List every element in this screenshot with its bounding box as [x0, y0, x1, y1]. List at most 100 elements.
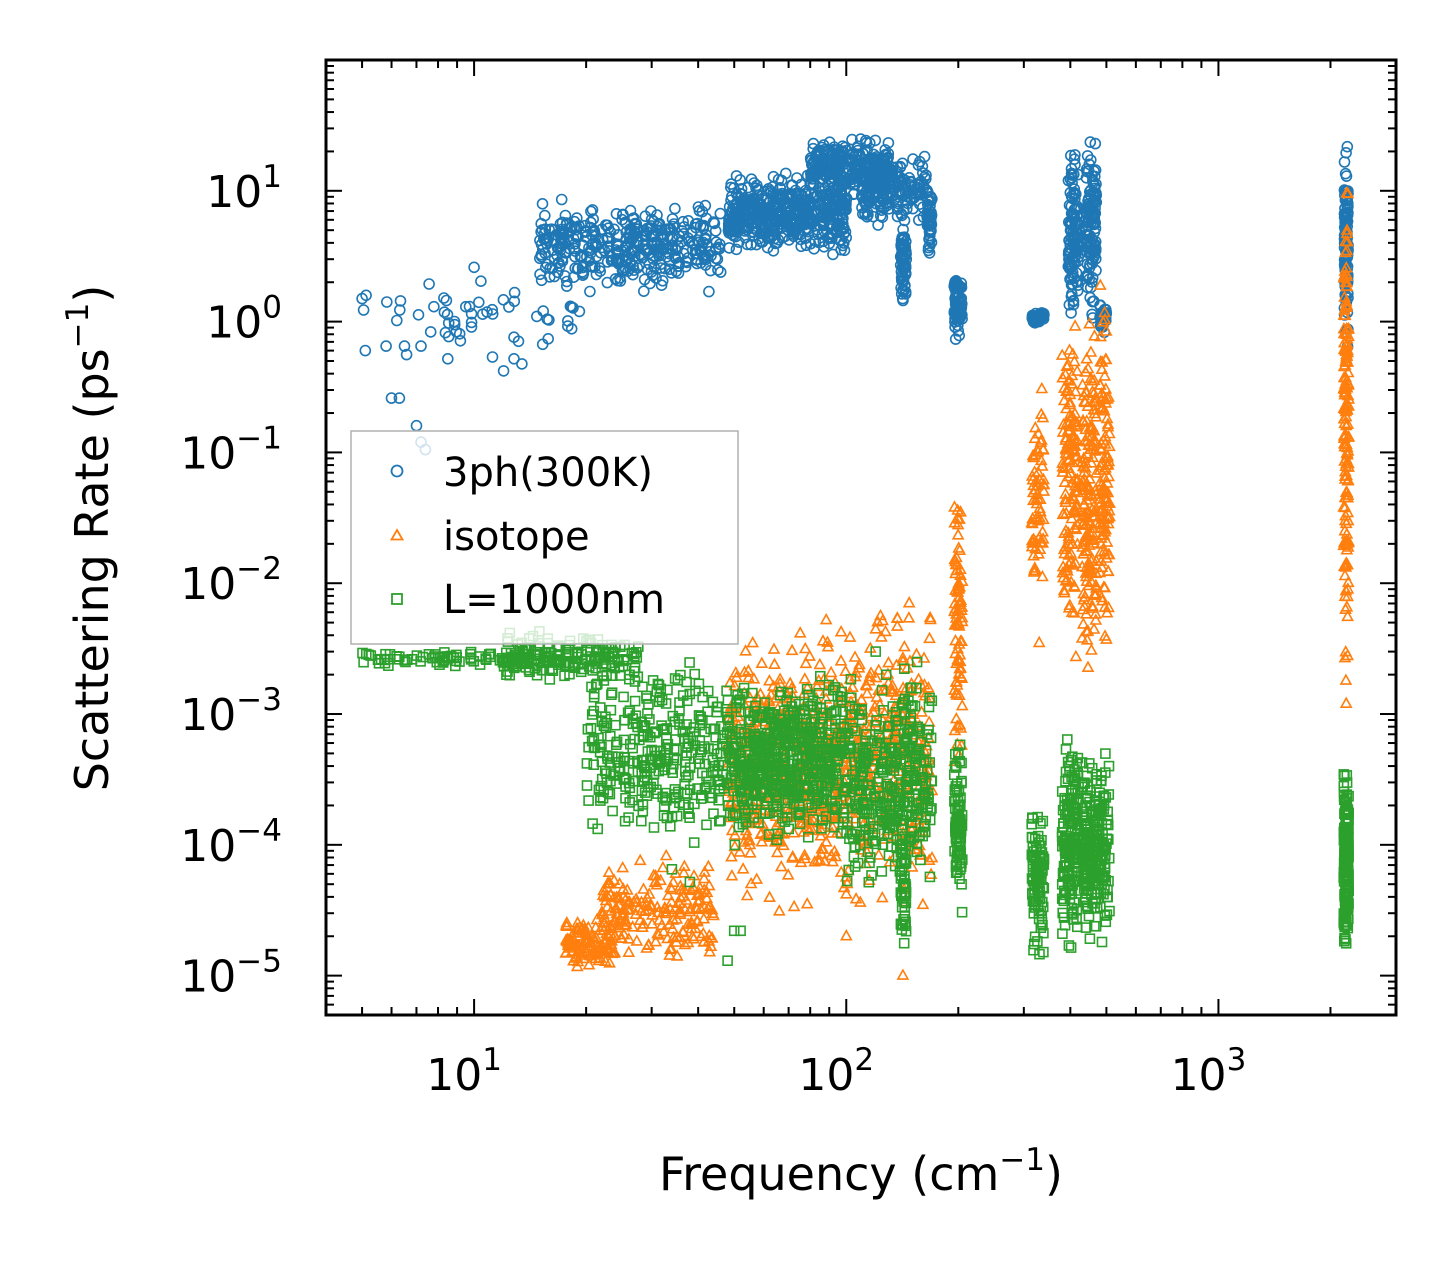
data-point-3ph-300k [896, 173, 909, 185]
data-point-3ph-300k [357, 304, 370, 316]
data-point-3ph-300k [823, 176, 835, 188]
data-point-3ph-300k [508, 295, 521, 308]
data-point-3ph-300k [1068, 153, 1081, 165]
data-point-3ph-300k [723, 227, 735, 239]
data-point-3ph-300k [535, 217, 548, 230]
data-point-3ph-300k [1026, 312, 1039, 325]
data-point-3ph-300k [465, 307, 478, 320]
data-point-3ph-300k [950, 289, 962, 302]
data-point-3ph-300k [735, 187, 747, 200]
data-point-3ph-300k [630, 223, 643, 235]
data-point-3ph-300k [862, 195, 874, 207]
data-point-3ph-300k [878, 168, 891, 181]
data-point-3ph-300k [542, 332, 555, 345]
data-point-3ph-300k [862, 160, 875, 172]
data-point-3ph-300k [755, 220, 768, 233]
data-point-3ph-300k [714, 266, 727, 278]
data-point-3ph-300k [555, 193, 568, 206]
data-point-3ph-300k [606, 254, 619, 267]
data-point-3ph-300k [895, 207, 908, 220]
data-point-3ph-300k [644, 277, 656, 290]
data-point-3ph-300k [512, 335, 525, 348]
data-point-3ph-300k [893, 175, 906, 188]
data-point-3ph-300k [813, 236, 825, 249]
data-point-3ph-300k [400, 348, 413, 361]
data-point-3ph-300k [879, 148, 892, 161]
data-point-3ph-300k [655, 228, 667, 241]
data-point-3ph-300k [486, 308, 499, 320]
data-markers [356, 133, 1356, 980]
data-point-3ph-300k [551, 242, 564, 254]
data-point-3ph-300k [572, 231, 584, 243]
data-point-3ph-300k [837, 228, 850, 241]
data-point-3ph-300k [554, 218, 567, 230]
data-point-3ph-300k [808, 206, 821, 219]
data-point-3ph-300k [729, 202, 742, 215]
data-point-3ph-300k [569, 262, 582, 275]
data-point-3ph-300k [585, 205, 597, 218]
data-point-3ph-300k [953, 329, 966, 342]
data-point-3ph-300k [559, 209, 572, 222]
data-point-3ph-300k [465, 321, 478, 333]
data-point-3ph-300k [622, 265, 634, 278]
data-point-3ph-300k [897, 294, 909, 307]
data-point-3ph-300k [647, 250, 660, 262]
data-point-3ph-300k [627, 228, 640, 241]
data-point-3ph-300k [709, 225, 722, 237]
data-point-3ph-300k [639, 244, 652, 257]
data-point-3ph-300k [896, 249, 909, 262]
data-point-3ph-300k [561, 320, 574, 332]
data-point-3ph-300k [679, 260, 692, 273]
data-point-3ph-300k [911, 181, 923, 194]
data-point-3ph-300k [439, 326, 452, 339]
data-point-3ph-300k [612, 257, 625, 270]
data-point-3ph-300k [746, 225, 759, 238]
data-point-3ph-300k [675, 236, 688, 248]
data-point-3ph-300k [730, 215, 742, 227]
data-point-3ph-300k [907, 153, 919, 165]
data-point-3ph-300k [539, 247, 551, 259]
data-point-3ph-300k [869, 134, 882, 147]
data-point-3ph-300k [541, 234, 553, 247]
data-point-3ph-300k [730, 170, 743, 182]
data-point-3ph-300k [481, 306, 493, 318]
data-point-3ph-300k [423, 278, 435, 290]
data-point-3ph-300k [821, 148, 833, 160]
data-point-3ph-300k [864, 165, 876, 177]
data-point-3ph-300k [655, 279, 668, 292]
data-point-3ph-300k [560, 280, 573, 292]
data-point-3ph-300k [873, 155, 886, 167]
data-point-3ph-300k [918, 150, 931, 163]
data-point-3ph-300k [698, 252, 710, 264]
data-point-3ph-300k [536, 198, 549, 210]
data-point-3ph-300k [846, 133, 858, 146]
data-point-3ph-300k [653, 250, 665, 262]
data-point-3ph-300k [605, 250, 618, 263]
data-point-3ph-300k [800, 195, 813, 207]
data-point-3ph-300k [731, 214, 743, 226]
data-point-3ph-300k [804, 238, 817, 250]
data-point-3ph-300k [574, 251, 587, 263]
data-point-3ph-300k [741, 224, 753, 236]
series-3ph-300k [356, 133, 1354, 456]
data-point-3ph-300k [767, 195, 780, 207]
data-point-3ph-300k [624, 258, 637, 271]
data-point-3ph-300k [831, 158, 844, 171]
data-point-3ph-300k [808, 166, 821, 179]
data-point-3ph-300k [808, 170, 821, 182]
data-point-3ph-300k [897, 242, 910, 254]
data-point-3ph-300k [949, 304, 962, 317]
data-point-3ph-300k [534, 268, 546, 281]
data-point-3ph-300k [669, 202, 681, 215]
data-point-3ph-300k [924, 213, 937, 226]
data-point-3ph-300k [841, 173, 853, 186]
data-point-3ph-300k [739, 231, 752, 244]
data-point-3ph-300k [877, 185, 890, 197]
data-point-3ph-300k [893, 186, 906, 199]
data-point-3ph-300k [646, 269, 659, 282]
data-point-3ph-300k [899, 186, 912, 198]
data-point-3ph-300k [762, 205, 775, 218]
data-point-3ph-300k [665, 267, 678, 279]
data-point-3ph-300k [637, 285, 650, 298]
data-point-3ph-300k [424, 326, 437, 338]
